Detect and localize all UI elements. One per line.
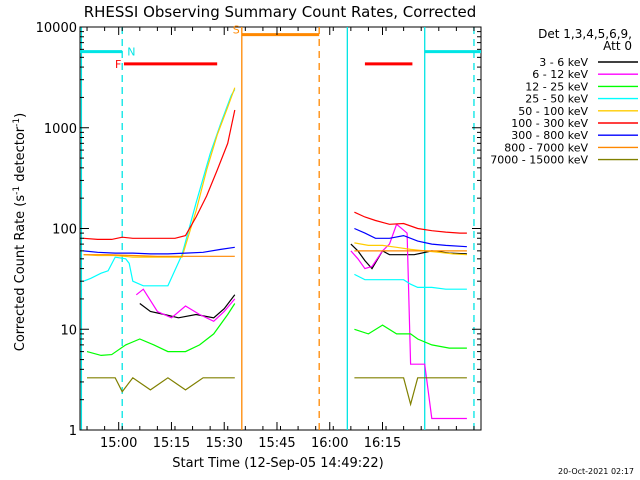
x-tick-label: 15:45	[258, 436, 295, 451]
series-line	[83, 87, 467, 258]
legend-label: 100 - 300 keV	[511, 117, 588, 130]
y-axis-title: Corrected Count Rate (s-1 detector-1)	[12, 113, 28, 351]
y-tick-label: 1000	[44, 122, 77, 137]
legend-label: 3 - 6 keV	[539, 56, 588, 69]
series-line	[83, 227, 467, 255]
flag-and-marker-layer: NF S	[80, 24, 481, 430]
series-line	[139, 243, 467, 319]
y-tick-label: 1	[69, 424, 77, 439]
chart-title: RHESSI Observing Summary Count Rates, Co…	[84, 3, 477, 21]
legend-label: 800 - 7000 keV	[504, 141, 588, 154]
legend-label: 25 - 50 keV	[525, 93, 588, 106]
x-tick-label: 16:00	[311, 436, 348, 451]
legend-label: 7000 - 15000 keV	[490, 154, 588, 167]
ticks-layer: 1 10 100 1000 10000 15:00 15:15 15:30 15:45 16:00…	[36, 21, 481, 451]
flag-label: S	[233, 24, 240, 37]
legend-label: 6 - 12 keV	[532, 68, 588, 81]
x-tick-label: 15:15	[153, 436, 190, 451]
series-line	[87, 376, 467, 407]
footer-timestamp: 20-Oct-2021 02:17	[558, 467, 634, 476]
flag-label: N	[127, 46, 135, 59]
x-tick-label: 15:30	[205, 436, 242, 451]
series-line	[83, 89, 467, 290]
legend-label: 300 - 800 keV	[511, 129, 588, 142]
legend-header-2: Att 0	[603, 39, 632, 53]
series-layer	[83, 87, 467, 420]
legend-label: 50 - 100 keV	[518, 105, 588, 118]
series-line	[86, 303, 467, 357]
series-line	[83, 109, 467, 240]
legend-label: 12 - 25 keV	[525, 80, 588, 93]
x-axis-title: Start Time (12-Sep-05 14:49:22)	[172, 456, 383, 471]
series-line	[83, 250, 467, 257]
y-tick-label: 10	[60, 323, 77, 338]
y-tick-label: 10000	[36, 21, 77, 36]
x-tick-label: 16:15	[364, 436, 401, 451]
x-tick-label: 15:00	[100, 436, 137, 451]
y-tick-label: 100	[52, 223, 77, 238]
flag-label: F	[115, 58, 121, 71]
legend-header-1: Det 1,3,4,5,6,9,	[538, 27, 632, 41]
